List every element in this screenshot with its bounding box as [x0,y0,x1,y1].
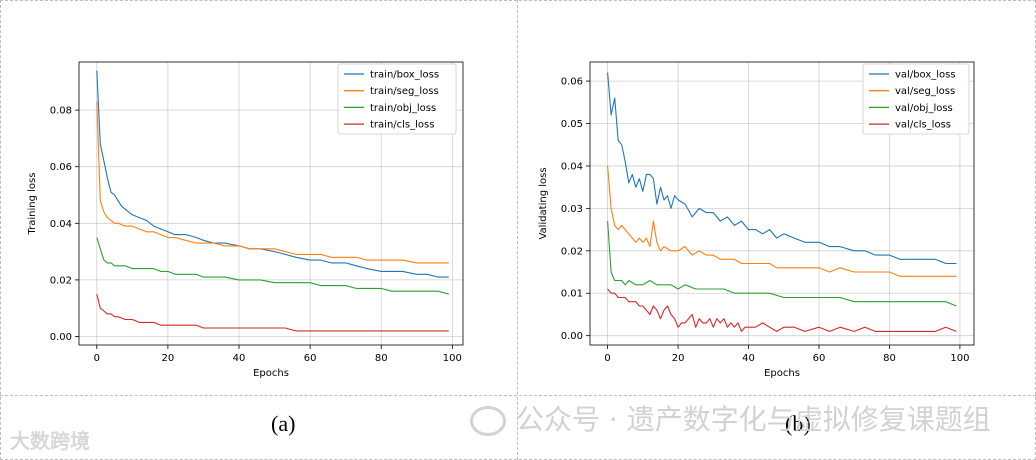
training-loss-chart: 0 20 40 60 80 100 0.00 0.02 0.04 0.06 0.08 Epochs Tr… [27,61,464,379]
x-tick-label: 40 [233,353,246,364]
y-tick-label: 0.05 [561,119,583,130]
legend-label: val/seg_loss [895,86,955,97]
panel-divider [517,0,518,460]
x-axis-label: Epochs [253,368,289,379]
x-tick-label: 60 [813,353,826,364]
plot-area-border [78,61,464,346]
legend-label: train/box_loss [370,70,439,81]
watermark: 公众号 · 遗产数字化与虚拟修复课题组 [470,398,991,438]
series-line-val-obj-loss [607,221,957,307]
legend-label: train/seg_loss [370,86,439,97]
x-tick-label: 80 [375,353,388,364]
legend-box [337,63,457,135]
x-axis-label: Epochs [764,368,800,379]
legend-label: val/obj_loss [895,103,953,114]
validating-loss-chart: 0 20 40 60 80 100 0.00 0.01 0.02 0.03 0.04 0.05 0.06… [538,61,975,379]
series-line-val-box-loss [607,72,957,265]
y-tick-label: 0.00 [561,331,583,342]
series-line-val-seg-loss [607,165,957,277]
y-tick-label: 0.04 [561,161,583,172]
y-tick-label: 0.02 [50,275,72,286]
series-line-val-cls-loss [607,288,957,332]
legend-label: val/box_loss [895,70,956,81]
caption-a: (a) [271,411,296,436]
y-axis-label: Training loss [27,173,38,236]
y-tick-label: 0.06 [561,77,583,88]
y-axis-label: Validating loss [538,167,549,239]
x-tick-label: 80 [883,353,896,364]
x-tick-label: 40 [742,353,755,364]
corner-watermark: 大数跨境 [10,429,90,453]
y-tick-label: 0.08 [50,106,72,117]
x-tick-label: 100 [443,353,462,364]
y-tick-label: 0.03 [561,204,583,215]
wechat-icon [470,406,506,436]
y-tick-label: 0.06 [50,162,72,173]
series-line-train-seg-loss [96,101,449,264]
legend-label: val/cls_loss [895,120,951,131]
x-tick-label: 60 [304,353,317,364]
plot-area-border [589,61,975,346]
x-tick-label: 0 [604,353,610,364]
y-tick-label: 0.01 [561,289,583,300]
y-tick-label: 0.04 [50,219,72,230]
series-line-train-obj-loss [96,237,449,295]
series-line-train-cls-loss [96,293,449,332]
watermark-text: 公众号 · 遗产数字化与虚拟修复课题组 [516,403,991,436]
caption-b: (b) [785,411,811,436]
y-tick-label: 0.00 [50,332,72,343]
legend-label: train/obj_loss [370,103,436,114]
caption-divider [0,395,1036,396]
x-tick-label: 20 [162,353,175,364]
legend-label: train/cls_loss [370,120,434,131]
legend-box [862,63,970,135]
x-tick-label: 20 [672,353,685,364]
x-tick-label: 100 [950,353,969,364]
y-tick-label: 0.02 [561,246,583,257]
x-tick-label: 0 [94,353,100,364]
